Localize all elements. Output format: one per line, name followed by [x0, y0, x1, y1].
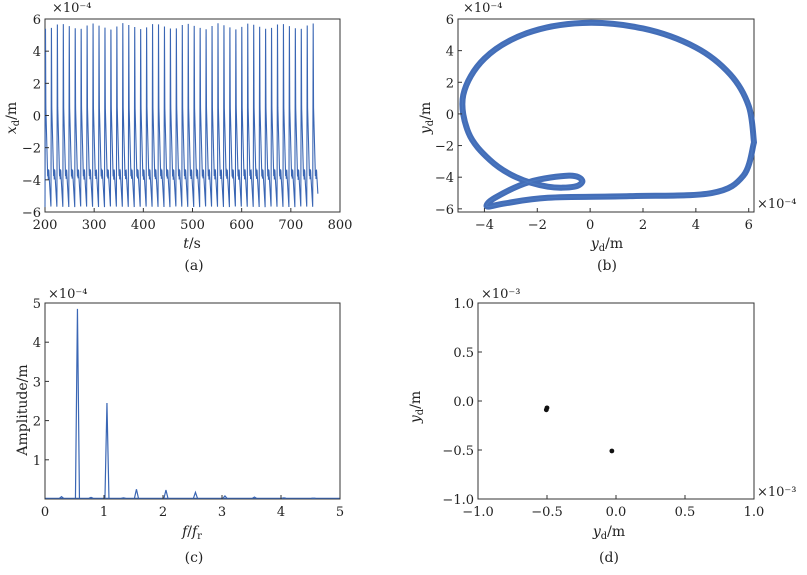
x-tick-label: 0	[41, 505, 49, 520]
x-tick-label: 400	[131, 218, 156, 233]
x-tick-label: 500	[180, 218, 205, 233]
x-tick-label: −4	[475, 218, 494, 233]
poincare-point	[544, 407, 549, 412]
panel-a-y-axis-label: xd/m	[4, 102, 22, 134]
panel-c-x-axis-label: f/fr	[181, 524, 202, 542]
time-series-line	[45, 23, 318, 207]
x-tick-label: 2	[159, 505, 167, 520]
panel-a-series-group	[45, 23, 318, 207]
x-tick-label: 0.5	[675, 505, 696, 520]
x-tick-label: 1	[100, 505, 108, 520]
x-tick-label: 3	[218, 505, 226, 520]
y-tick-label: −2	[22, 142, 41, 157]
panel-c-spectrum: 0 1 2 3 4 5 5 4 3 2 1 ×10⁻⁴ f/fr Amplitude/m (c)	[15, 287, 344, 566]
panel-b-orbit-group	[462, 23, 754, 207]
panel-d-y-exponent: ×10⁻³	[481, 287, 521, 302]
panel-c-caption: (c)	[185, 550, 204, 566]
x-tick-label: 0.0	[606, 505, 627, 520]
panel-d-caption: (d)	[599, 550, 619, 566]
poincare-point	[609, 449, 614, 454]
x-tick-label: 700	[278, 218, 303, 233]
y-tick-label: 2	[446, 76, 454, 91]
y-tick-label: 1	[33, 454, 41, 469]
x-tick-label: 600	[229, 218, 254, 233]
spectrum-peak	[193, 492, 197, 498]
y-tick-label: −4	[22, 174, 41, 189]
panel-d-x-axis-label: yd/m	[592, 524, 625, 542]
orbit-line	[462, 23, 754, 207]
x-tick-label: 2	[639, 218, 647, 233]
panel-c-plot-frame	[45, 303, 340, 499]
y-tick-label: 6	[33, 13, 41, 28]
panel-d-x-exponent: ×10⁻³	[757, 485, 797, 500]
x-tick-label: 0	[586, 218, 594, 233]
x-tick-label: 5	[336, 505, 344, 520]
x-tick-label: −2	[528, 218, 547, 233]
y-tick-label: 0.5	[453, 346, 474, 361]
x-tick-label: 1.0	[744, 505, 765, 520]
y-tick-label: 2	[33, 415, 41, 430]
y-tick-label: 3	[33, 375, 41, 390]
panel-a-x-axis-label: t/s	[183, 236, 201, 252]
panel-d-y-ticks: 1.0 0.5 0.0 −0.5 −1.0	[442, 297, 482, 508]
panel-c-series-group	[45, 309, 340, 498]
x-tick-label: 4	[277, 505, 285, 520]
orbit-band-thick	[462, 23, 754, 207]
y-tick-label: −2	[435, 140, 454, 155]
x-tick-label: 300	[82, 218, 107, 233]
panel-b-x-exponent: ×10⁻⁴	[757, 197, 797, 212]
y-tick-label: −0.5	[442, 444, 474, 459]
y-tick-label: −6	[435, 203, 454, 218]
panel-c-y-exponent: ×10⁻⁴	[48, 287, 88, 302]
y-tick-label: −6	[22, 206, 41, 221]
y-tick-label: 6	[446, 13, 454, 28]
y-tick-label: 5	[33, 297, 41, 312]
panel-d-points-group	[544, 405, 614, 453]
y-tick-label: −4	[435, 171, 454, 186]
panel-a-y-exponent: ×10⁻⁴	[52, 1, 92, 16]
x-tick-label: −0.5	[531, 505, 563, 520]
panel-d-y-axis-label: yd/m	[408, 391, 426, 424]
panel-b-y-exponent: ×10⁻⁴	[463, 1, 503, 16]
panel-b-caption: (b)	[597, 258, 617, 274]
spectrum-peak	[164, 490, 168, 498]
x-tick-label: 800	[328, 218, 353, 233]
y-tick-label: 0.0	[453, 395, 474, 410]
y-tick-label: −1.0	[442, 493, 474, 508]
y-tick-label: 0	[446, 108, 454, 123]
x-tick-label: 6	[745, 218, 753, 233]
panel-b-x-axis-label: yd/m	[590, 236, 623, 254]
y-tick-label: 4	[33, 45, 41, 60]
panel-b-phase-portrait: −4 −2 0 2 4 6 6 4 2 0 −2 −4 −6 ×10⁻⁴ ×10⁻⁴ yd/m yd/…	[418, 1, 797, 274]
y-tick-label: 2	[33, 77, 41, 92]
panel-c-y-axis-label: Amplitude/m	[15, 364, 31, 456]
y-tick-label: 1.0	[453, 297, 474, 312]
panel-d-poincare-section: −1.0 −0.5 0.0 0.5 1.0 1.0 0.5 0.0 −0.5 −1.0 ×10⁻…	[408, 287, 797, 566]
spectrum-peak	[134, 489, 138, 498]
panel-c-y-ticks: 5 4 3 2 1	[33, 297, 49, 469]
spectrum-peak	[105, 403, 109, 498]
spectrum-peak	[75, 309, 79, 498]
y-tick-label: 0	[33, 110, 41, 125]
y-tick-label: 4	[33, 336, 41, 351]
y-tick-label: 4	[446, 45, 454, 60]
x-tick-label: 4	[692, 218, 700, 233]
panel-d-plot-frame	[478, 303, 754, 499]
panel-b-y-axis-label: yd/m	[418, 102, 436, 135]
panel-a-caption: (a)	[184, 258, 203, 274]
